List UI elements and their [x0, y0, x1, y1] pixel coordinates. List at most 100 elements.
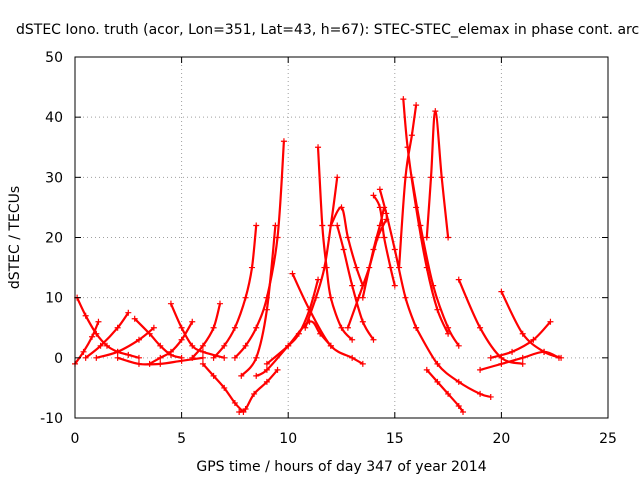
data-point [321, 264, 328, 271]
data-point [95, 318, 102, 325]
series-arc2 [72, 318, 102, 367]
data-point [455, 276, 462, 283]
data-point [189, 342, 196, 349]
series-arc19 [302, 174, 341, 331]
data-point [498, 360, 505, 367]
series-line [398, 104, 418, 268]
data-point [253, 222, 260, 229]
series-line [336, 225, 375, 341]
data-point [370, 192, 377, 199]
data-point [114, 354, 121, 361]
series-arc9 [189, 300, 223, 361]
data-point [327, 222, 334, 229]
data-point [210, 372, 217, 379]
series-arc5 [93, 324, 157, 361]
data-point [509, 348, 516, 355]
series-line [255, 320, 332, 377]
series-line [500, 291, 562, 359]
series-line [410, 177, 460, 347]
series-arc29 [423, 108, 452, 241]
data-point [376, 222, 383, 229]
series-arc7 [167, 300, 228, 361]
data-point [349, 336, 356, 343]
data-point [434, 378, 441, 385]
y-tick-label: 20 [45, 231, 63, 247]
data-point [519, 354, 526, 361]
axis-ticks: 0 5 10 15 20 25 -10 0 10 20 30 40 50 [40, 50, 617, 447]
data-point [248, 264, 255, 271]
data-point [387, 264, 394, 271]
data-point [253, 372, 260, 379]
data-point [359, 318, 366, 325]
x-tick-label: 20 [492, 431, 510, 447]
data-point [344, 234, 351, 241]
data-point [89, 333, 96, 340]
data-point [157, 360, 164, 367]
data-point [80, 348, 87, 355]
x-axis-title: GPS time / hours of day 347 of year 2014 [196, 459, 486, 475]
series-arc10 [199, 360, 247, 415]
data-point [251, 390, 258, 397]
data-point [263, 306, 270, 313]
series-line [169, 303, 225, 359]
data-point [238, 372, 245, 379]
data-point [408, 132, 415, 139]
data-point [221, 384, 228, 391]
data-point [487, 354, 494, 361]
series-arc8 [114, 354, 206, 367]
data-point [430, 282, 437, 289]
data-point [199, 342, 206, 349]
data-point [413, 324, 420, 331]
data-point [231, 399, 238, 406]
data-point [285, 342, 292, 349]
data-point [312, 294, 319, 301]
y-axis-title: dSTEC / TECUs [7, 186, 23, 289]
series-line [212, 225, 258, 359]
data-point [334, 174, 341, 181]
series-arc30 [423, 366, 467, 415]
series-arc14 [238, 222, 279, 379]
data-point [349, 354, 356, 361]
data-point [93, 354, 100, 361]
series-arc25 [359, 204, 388, 301]
data-point [460, 408, 467, 415]
data-point [114, 348, 121, 355]
data-point [477, 390, 484, 397]
data-point [359, 360, 366, 367]
data-point [327, 342, 334, 349]
data-point [445, 324, 452, 331]
series-line [234, 141, 285, 359]
y-tick-label: 10 [45, 291, 63, 307]
data-point [242, 294, 249, 301]
data-point [338, 204, 345, 211]
data-point [199, 348, 206, 355]
data-point [135, 360, 142, 367]
data-point [455, 342, 462, 349]
data-point [359, 294, 366, 301]
chart-title: dSTEC Iono. truth (acor, Lon=351, Lat=43… [16, 22, 639, 38]
series-line [361, 207, 386, 298]
series-arc12 [210, 222, 260, 361]
data-point [383, 210, 390, 217]
data-point [253, 324, 260, 331]
series-line [425, 110, 450, 238]
data-point [487, 393, 494, 400]
data-point [327, 294, 334, 301]
data-point [370, 336, 377, 343]
data-point [178, 357, 185, 364]
series-arc26 [400, 96, 452, 337]
data-point [423, 366, 430, 373]
data-point [231, 354, 238, 361]
data-point [231, 324, 238, 331]
data-point [408, 174, 415, 181]
data-point [236, 408, 243, 415]
data-point [114, 324, 121, 331]
data-point [402, 294, 409, 301]
series-line [240, 225, 277, 377]
data-point [438, 174, 445, 181]
data-point [157, 342, 164, 349]
x-tick-label: 15 [386, 431, 404, 447]
data-point [519, 360, 526, 367]
series-line [191, 303, 222, 359]
data-point [189, 318, 196, 325]
